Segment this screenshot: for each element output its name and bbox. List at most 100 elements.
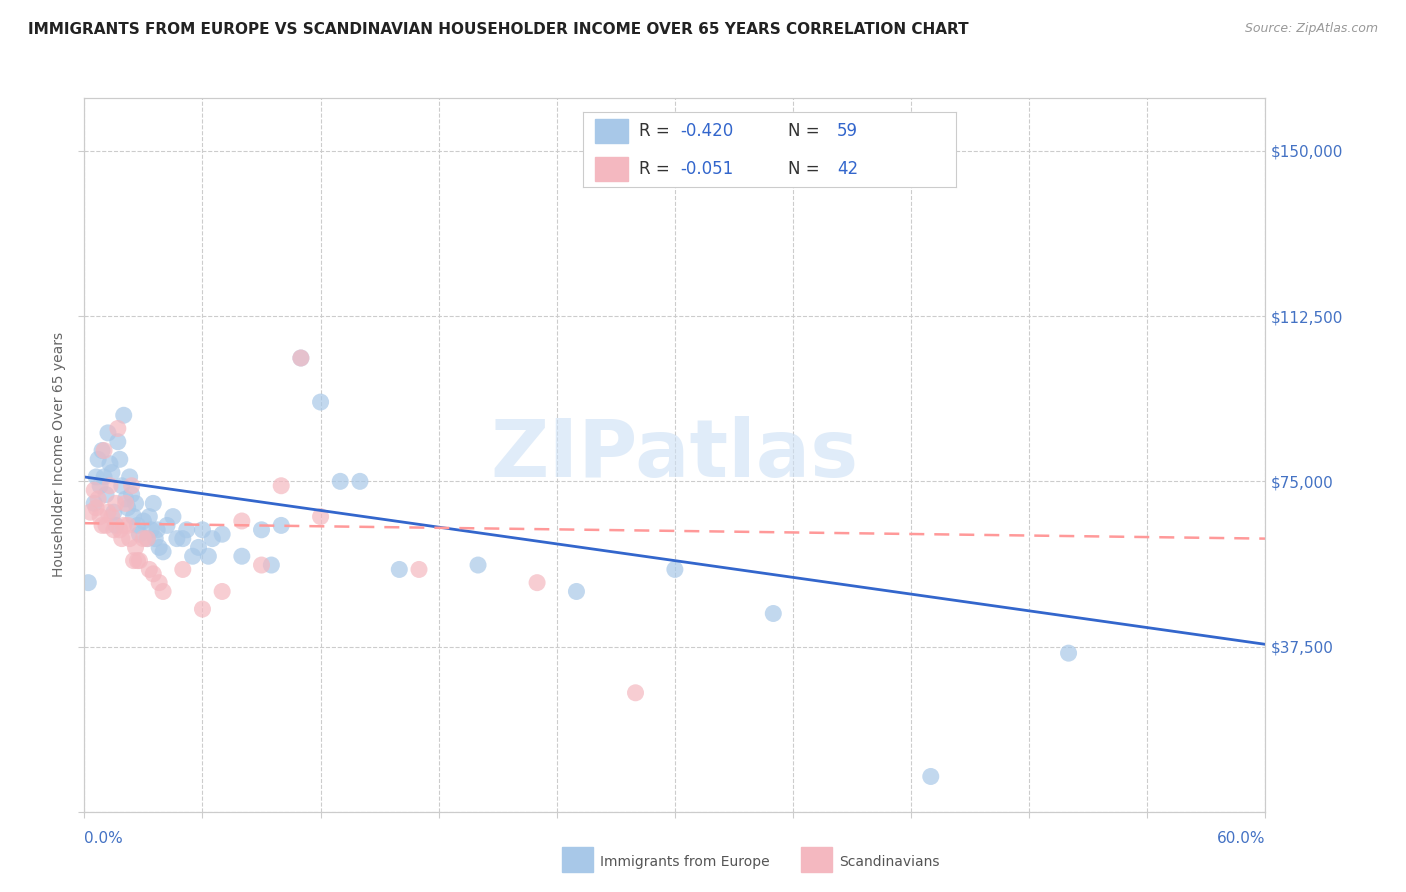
Point xyxy=(624,686,647,700)
Point xyxy=(104,518,127,533)
Point xyxy=(309,395,332,409)
Point xyxy=(408,562,430,576)
Point xyxy=(124,496,146,510)
Point xyxy=(172,532,194,546)
Point xyxy=(142,566,165,581)
Point xyxy=(98,457,121,471)
Text: 60.0%: 60.0% xyxy=(1218,831,1265,846)
Point xyxy=(270,518,292,533)
Point xyxy=(101,466,124,480)
Point xyxy=(191,602,214,616)
Point xyxy=(127,518,149,533)
Point xyxy=(211,527,233,541)
Point xyxy=(187,541,209,555)
Point xyxy=(94,518,117,533)
Point xyxy=(117,518,139,533)
Point xyxy=(108,452,131,467)
Point xyxy=(114,491,136,506)
Point xyxy=(91,518,114,533)
Point xyxy=(211,584,233,599)
Point xyxy=(83,496,105,510)
Point xyxy=(181,549,204,564)
Point xyxy=(122,509,145,524)
Point xyxy=(152,584,174,599)
Point xyxy=(114,496,136,510)
Point xyxy=(108,523,131,537)
Text: R =: R = xyxy=(640,122,675,140)
Y-axis label: Householder Income Over 65 years: Householder Income Over 65 years xyxy=(52,333,66,577)
Point xyxy=(231,514,253,528)
Text: IMMIGRANTS FROM EUROPE VS SCANDINAVIAN HOUSEHOLDER INCOME OVER 65 YEARS CORRELAT: IMMIGRANTS FROM EUROPE VS SCANDINAVIAN H… xyxy=(28,22,969,37)
Point xyxy=(118,470,141,484)
Bar xyxy=(595,119,628,144)
Point xyxy=(89,509,111,524)
Point xyxy=(127,554,149,568)
Point xyxy=(467,558,489,572)
Point xyxy=(231,549,253,564)
Point xyxy=(176,523,198,537)
Point xyxy=(111,479,134,493)
Text: R =: R = xyxy=(640,161,675,178)
Point xyxy=(107,434,129,449)
Point xyxy=(152,545,174,559)
Point xyxy=(103,505,125,519)
Point xyxy=(762,607,785,621)
Point xyxy=(565,584,588,599)
Point xyxy=(101,509,124,524)
Point xyxy=(112,518,135,533)
Point xyxy=(920,769,942,783)
Point xyxy=(290,351,312,365)
Point xyxy=(250,558,273,572)
Point xyxy=(98,479,121,493)
Point xyxy=(93,443,115,458)
Point xyxy=(166,532,188,546)
Point xyxy=(87,452,110,467)
Point xyxy=(89,479,111,493)
Point xyxy=(83,483,105,498)
Text: Source: ZipAtlas.com: Source: ZipAtlas.com xyxy=(1244,22,1378,36)
Point xyxy=(132,532,155,546)
Point xyxy=(84,500,107,515)
Point xyxy=(148,541,170,555)
Point xyxy=(112,409,135,423)
Point xyxy=(260,558,283,572)
Point xyxy=(138,562,160,576)
Point xyxy=(128,554,150,568)
Point xyxy=(128,527,150,541)
Point xyxy=(250,523,273,537)
Point xyxy=(191,523,214,537)
Point xyxy=(118,532,141,546)
Point xyxy=(111,532,134,546)
Point xyxy=(87,491,110,506)
Text: 42: 42 xyxy=(837,161,858,178)
Point xyxy=(388,562,411,576)
Point xyxy=(156,518,179,533)
Point xyxy=(103,523,125,537)
Point xyxy=(309,509,332,524)
Text: 0.0%: 0.0% xyxy=(84,831,124,846)
Point xyxy=(107,421,129,435)
Point xyxy=(329,475,352,489)
Text: Immigrants from Europe: Immigrants from Europe xyxy=(600,855,770,869)
Bar xyxy=(595,157,628,181)
Point xyxy=(93,470,115,484)
Point xyxy=(664,562,686,576)
Text: 59: 59 xyxy=(837,122,858,140)
Point xyxy=(1057,646,1080,660)
Text: -0.420: -0.420 xyxy=(681,122,734,140)
Point xyxy=(136,532,159,546)
Point xyxy=(146,523,169,537)
Point xyxy=(91,443,114,458)
Text: -0.051: -0.051 xyxy=(681,161,734,178)
Point xyxy=(104,496,127,510)
Point xyxy=(97,505,120,519)
Point xyxy=(117,500,139,515)
Point xyxy=(122,554,145,568)
Point xyxy=(84,470,107,484)
Point xyxy=(162,509,184,524)
Point xyxy=(197,549,219,564)
Point xyxy=(290,351,312,365)
Point xyxy=(79,505,101,519)
Text: Scandinavians: Scandinavians xyxy=(839,855,939,869)
Point xyxy=(172,562,194,576)
